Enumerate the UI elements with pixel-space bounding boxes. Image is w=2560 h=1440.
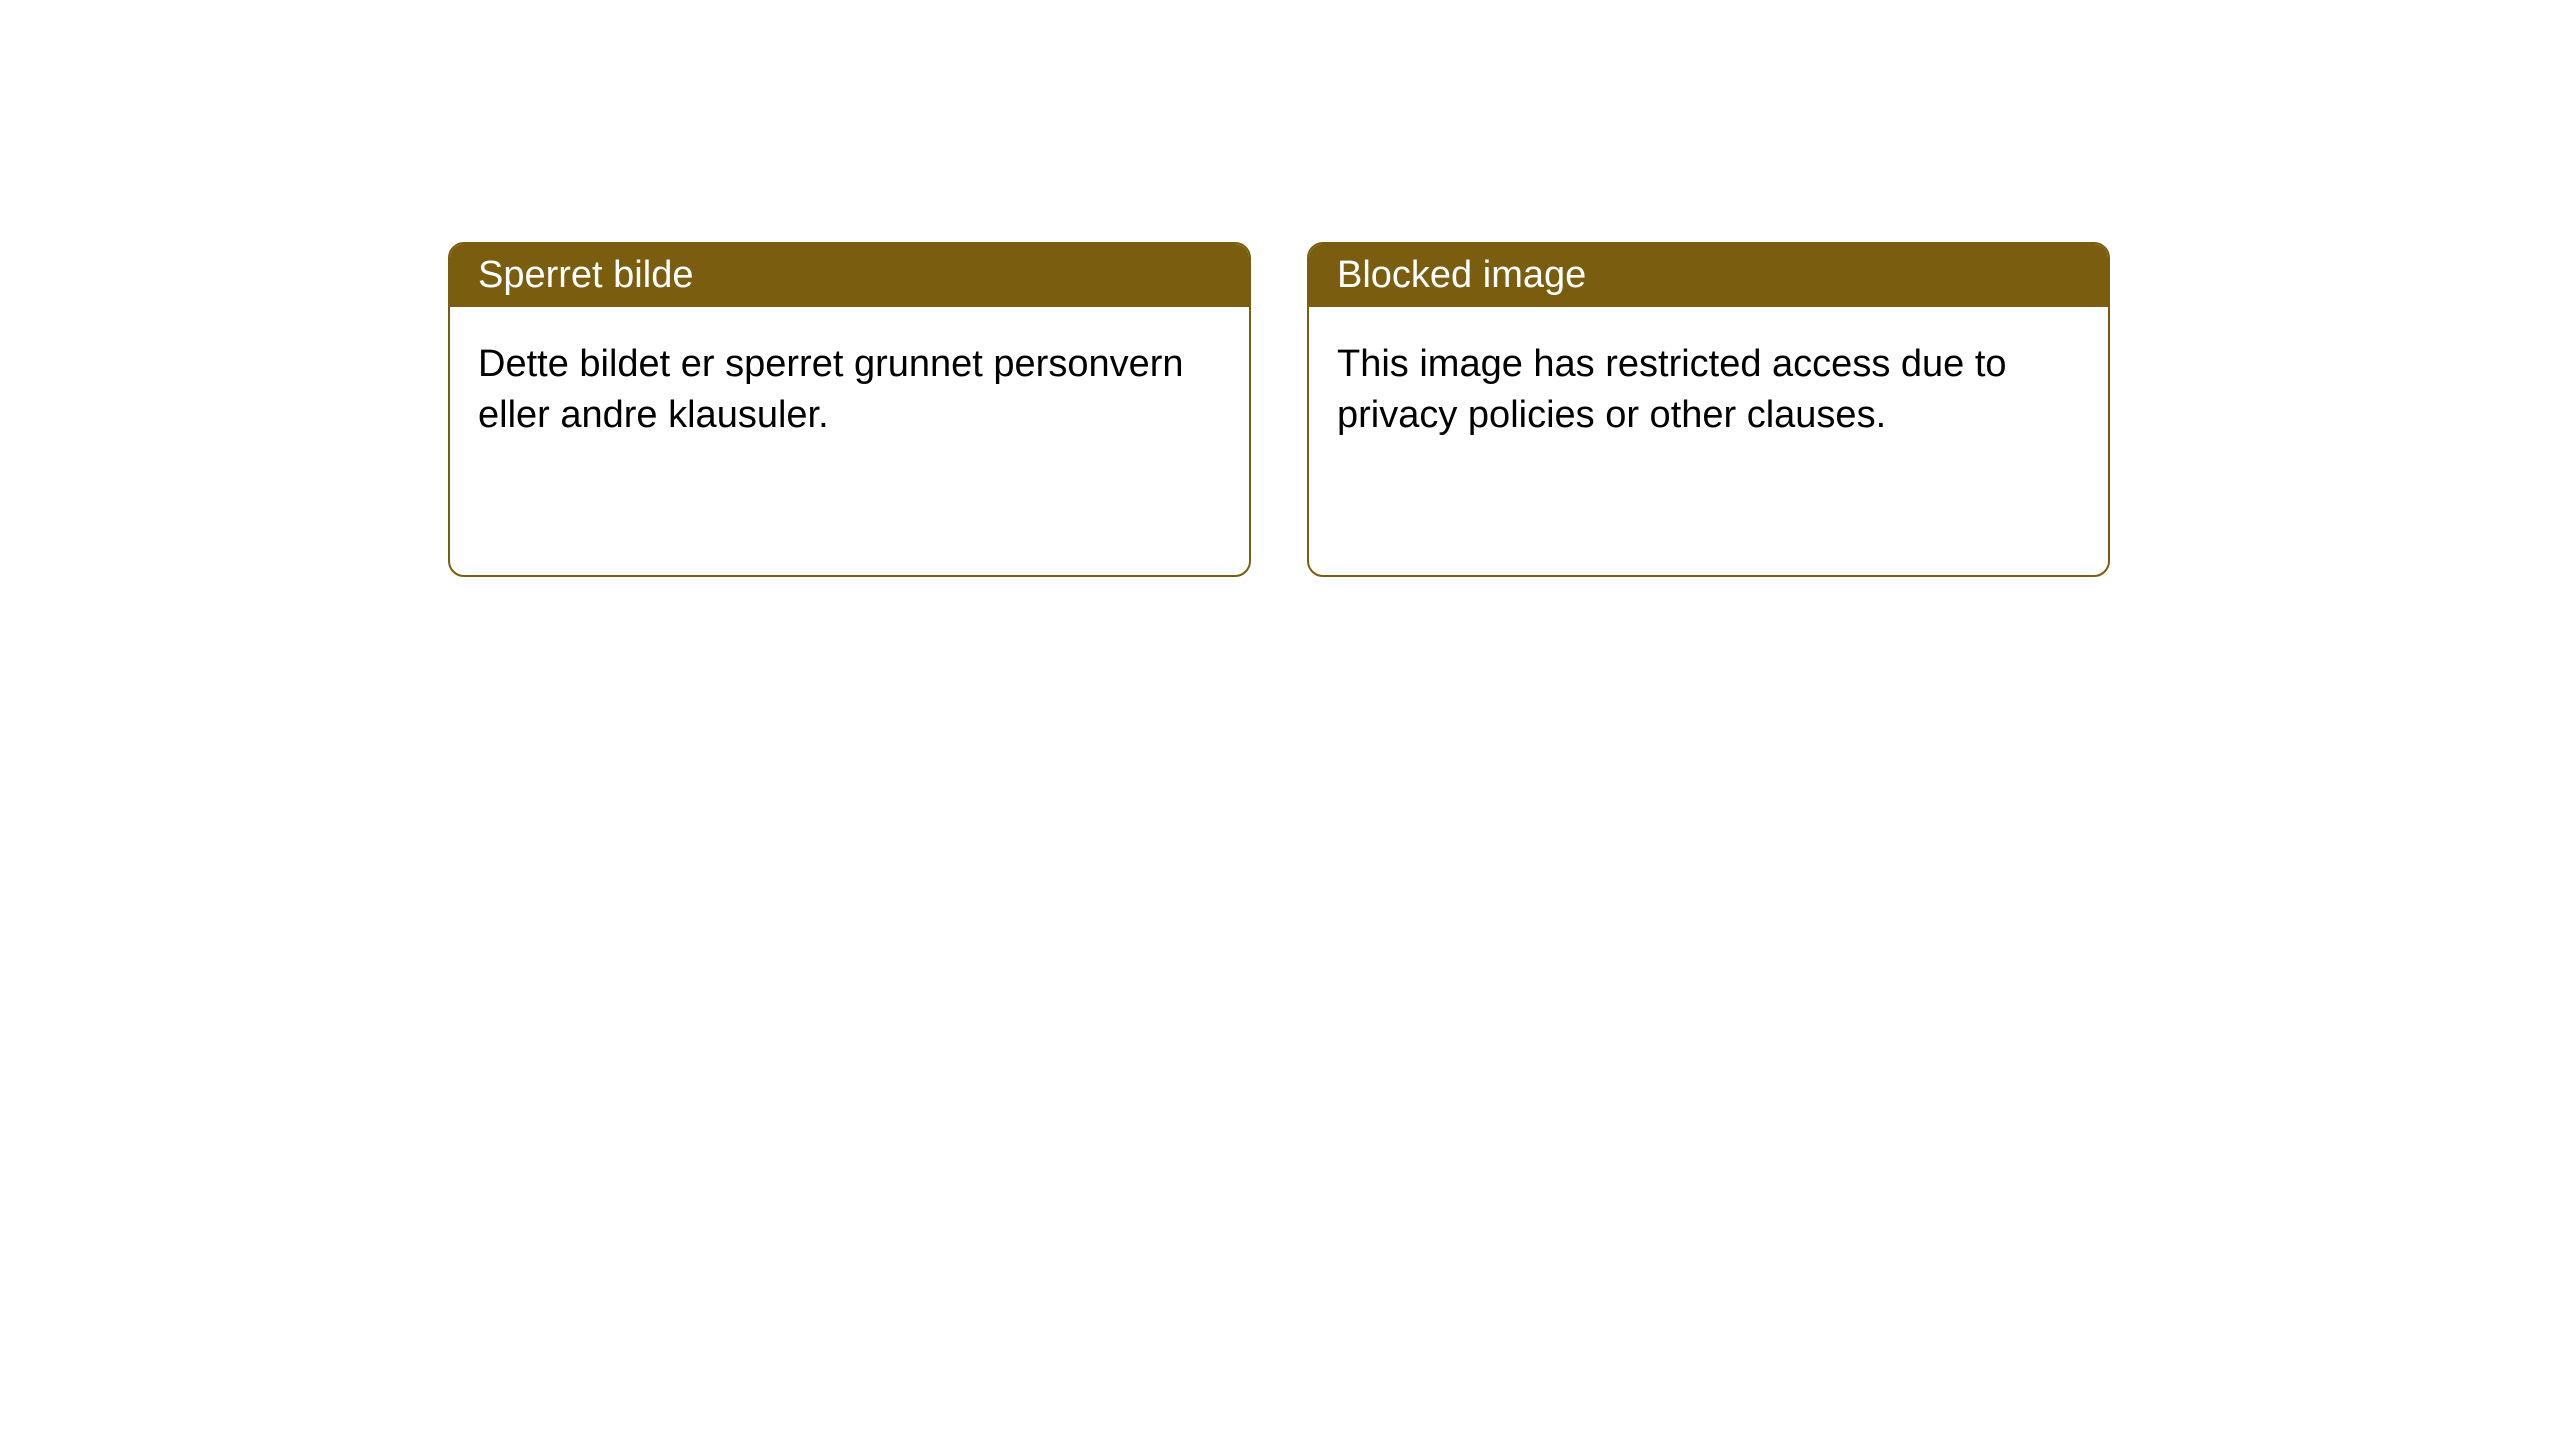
notice-container: Sperret bilde Dette bildet er sperret gr… [0, 0, 2560, 577]
notice-body-english: This image has restricted access due to … [1309, 307, 2108, 474]
notice-title-english: Blocked image [1309, 244, 2108, 307]
notice-title-norwegian: Sperret bilde [450, 244, 1249, 307]
notice-body-norwegian: Dette bildet er sperret grunnet personve… [450, 307, 1249, 474]
notice-card-english: Blocked image This image has restricted … [1307, 242, 2110, 577]
notice-card-norwegian: Sperret bilde Dette bildet er sperret gr… [448, 242, 1251, 577]
